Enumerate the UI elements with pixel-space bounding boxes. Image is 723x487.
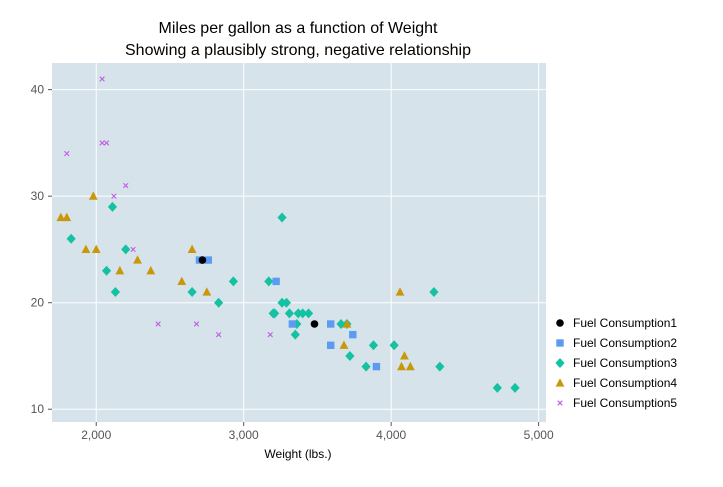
x-tick-label: 2,000	[81, 428, 111, 442]
chart-title: Miles per gallon as a function of Weight	[159, 20, 439, 37]
data-point	[339, 340, 349, 349]
plot-area	[52, 63, 546, 422]
data-point	[62, 212, 72, 222]
data-point	[99, 140, 105, 146]
data-point	[389, 340, 399, 351]
data-point	[187, 244, 197, 254]
legend-marker	[556, 339, 564, 347]
data-point	[298, 308, 308, 319]
data-point	[288, 320, 297, 328]
data-point	[228, 276, 238, 287]
data-point	[111, 193, 117, 199]
x-tick-label: 5,000	[524, 428, 554, 442]
data-point	[372, 362, 381, 371]
legend-label: Fuel Consumption3	[573, 356, 677, 370]
legend-marker	[555, 378, 565, 387]
x-tick-label: 3,000	[229, 428, 259, 442]
data-point	[290, 329, 300, 340]
data-point	[361, 361, 371, 372]
data-point	[88, 191, 98, 200]
data-point	[510, 382, 520, 393]
data-point	[349, 330, 357, 339]
y-tick-label: 30	[31, 189, 45, 203]
data-point	[81, 244, 91, 254]
data-point	[272, 277, 280, 286]
legend-label: Fuel Consumption5	[573, 396, 677, 410]
y-tick-label: 10	[31, 402, 45, 416]
data-point	[123, 182, 129, 189]
data-point	[99, 76, 105, 82]
data-point	[133, 255, 142, 264]
data-point	[121, 244, 131, 255]
data-point	[267, 331, 273, 338]
data-point	[284, 308, 295, 319]
data-point	[130, 246, 136, 253]
data-point	[155, 321, 161, 327]
legend-label: Fuel Consumption2	[573, 336, 677, 350]
data-point	[277, 212, 287, 223]
data-point	[215, 331, 222, 338]
data-point	[64, 150, 70, 157]
data-point	[327, 320, 335, 328]
data-point	[397, 361, 406, 371]
data-point	[492, 382, 502, 393]
chart-subtitle: Showing a plausibly strong, negative rel…	[125, 42, 471, 59]
data-point	[435, 361, 445, 372]
data-point	[336, 318, 346, 329]
data-point	[198, 256, 207, 264]
data-point	[310, 320, 319, 328]
data-point	[202, 287, 212, 296]
axis-ticks: 2,000 3,000 4,000 5,000 10 20 30 40	[31, 83, 554, 442]
data-point	[303, 308, 314, 319]
data-points	[56, 76, 520, 393]
y-tick-label: 40	[31, 83, 45, 97]
data-point	[66, 233, 76, 244]
data-point	[395, 287, 405, 296]
legend-label: Fuel Consumption1	[573, 316, 677, 330]
legend-marker	[555, 358, 565, 368]
x-axis-label: Weight (lbs.)	[264, 447, 331, 461]
data-point	[146, 265, 156, 275]
legend-marker	[557, 400, 563, 406]
data-point	[400, 351, 409, 360]
data-point	[345, 350, 355, 361]
grid-lines	[52, 63, 546, 422]
data-point	[204, 256, 213, 264]
data-point	[107, 201, 118, 212]
data-point	[56, 212, 66, 222]
data-point	[91, 244, 101, 254]
data-point	[103, 140, 110, 146]
data-point	[429, 287, 439, 298]
y-tick-label: 20	[31, 296, 45, 310]
legend-label: Fuel Consumption4	[573, 376, 677, 390]
data-point	[342, 319, 352, 328]
data-point	[214, 297, 224, 308]
legend: Fuel Consumption1 Fuel Consumption2 Fuel C…	[555, 316, 677, 410]
data-point	[187, 287, 197, 298]
data-point	[193, 321, 200, 327]
x-tick-label: 4,000	[376, 428, 406, 442]
data-point	[110, 287, 121, 298]
data-point	[292, 318, 302, 329]
legend-marker	[556, 319, 564, 327]
data-point	[368, 340, 379, 351]
data-point	[264, 276, 274, 287]
data-point	[115, 265, 125, 275]
data-point	[281, 297, 292, 308]
data-point	[270, 308, 280, 319]
data-point	[177, 276, 187, 285]
data-point	[101, 265, 112, 276]
data-point	[405, 361, 415, 371]
data-point	[327, 341, 335, 349]
